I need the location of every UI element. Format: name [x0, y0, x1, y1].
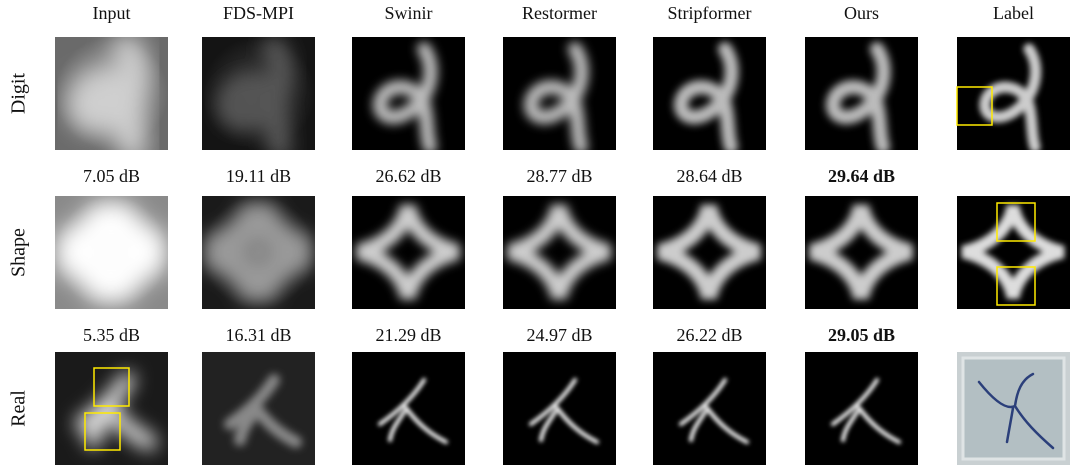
result-image: [352, 196, 465, 309]
result-image: [503, 196, 616, 309]
column-header: Restormer: [522, 3, 597, 23]
result-image: [503, 37, 616, 150]
result-image: [55, 196, 168, 309]
psnr-value: 29.05 dB: [828, 325, 895, 345]
result-image: [957, 37, 1070, 150]
result-image: [805, 352, 918, 465]
result-image: [805, 196, 918, 309]
psnr-value: 19.11 dB: [226, 166, 291, 186]
psnr-value: 26.22 dB: [676, 325, 742, 345]
column-header: FDS-MPI: [223, 3, 294, 23]
result-image: [352, 37, 465, 150]
psnr-value: 5.35 dB: [83, 325, 140, 345]
result-image: [805, 37, 918, 150]
result-image: [55, 352, 168, 465]
row-label: Digit: [8, 73, 30, 115]
result-image: [352, 352, 465, 465]
result-image: [653, 352, 766, 465]
result-image: [202, 352, 315, 465]
psnr-value: 21.29 dB: [375, 325, 441, 345]
result-image: [202, 37, 315, 150]
row-label: Real: [8, 390, 30, 427]
psnr-value: 7.05 dB: [83, 166, 140, 186]
result-image: [653, 37, 766, 150]
column-header: Stripformer: [668, 3, 752, 23]
column-header: Swinir: [384, 3, 432, 23]
psnr-value: 28.77 dB: [526, 166, 592, 186]
column-header: Input: [93, 3, 131, 23]
psnr-value: 28.64 dB: [676, 166, 742, 186]
figure: Input FDS-MPI Swinir Restormer Stripformer Ou…: [0, 0, 1073, 467]
column-header: Ours: [844, 3, 879, 23]
result-image: [957, 352, 1070, 465]
column-header: Label: [993, 3, 1034, 23]
result-image: [503, 352, 616, 465]
psnr-value: 16.31 dB: [225, 325, 291, 345]
psnr-value: 26.62 dB: [375, 166, 441, 186]
result-image: [55, 37, 168, 150]
result-image: [957, 196, 1070, 309]
result-image: [653, 196, 766, 309]
row-label: Shape: [8, 228, 30, 277]
psnr-value: 24.97 dB: [526, 325, 592, 345]
psnr-value: 29.64 dB: [828, 166, 895, 186]
result-image: [202, 196, 315, 309]
